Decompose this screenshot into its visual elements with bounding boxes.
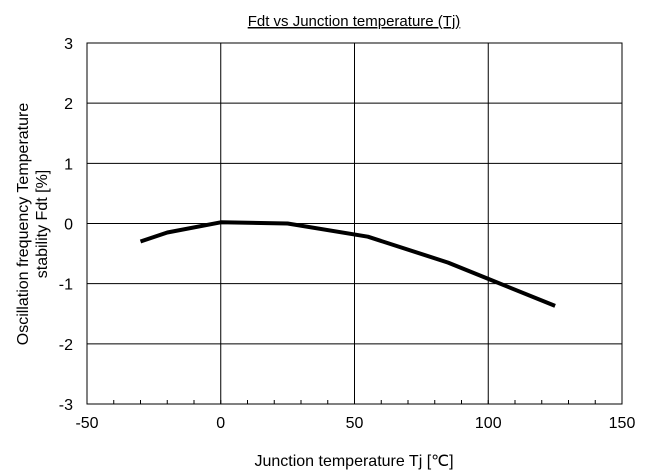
x-tick-label: 0 [216,415,225,432]
y-axis-title-line1: Oscillation frequency Temperature [15,103,32,346]
y-tick-label: -3 [59,397,73,414]
y-axis-title-line2: stability Fdt [%] [34,170,51,278]
x-tick-label: 150 [609,415,636,432]
x-tick-label: 50 [346,415,364,432]
plot-frame [86,42,623,405]
y-tick-label: -1 [59,277,73,294]
series [139,220,556,308]
y-tick-label: -2 [59,337,73,354]
y-tick-label: 1 [64,156,73,173]
minor-ticks [86,400,623,404]
x-axis-title: Junction temperature Tj [℃] [254,453,453,470]
y-tick-label: 3 [64,36,73,53]
x-tick-label: 100 [475,415,502,432]
grid [87,43,622,404]
y-tick-label: 0 [64,217,73,234]
y-tick-labels: -3 -2 -1 0 1 2 3 [59,36,73,414]
series-line [139,220,556,308]
x-tick-labels: -50 0 50 100 150 [75,415,635,432]
chart-title: Fdt vs Junction temperature (Tj) [248,13,461,30]
y-tick-label: 2 [64,96,73,113]
x-tick-label: -50 [75,415,98,432]
